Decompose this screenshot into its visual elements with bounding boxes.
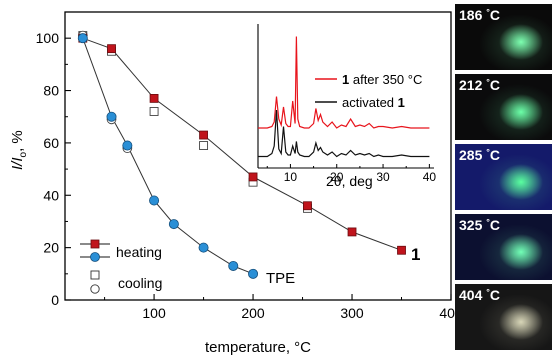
- photo-temperature-label: 212 °C: [459, 77, 500, 93]
- inset-x-axis-label: 2θ, deg: [326, 173, 373, 189]
- inset-axis-ticks: 10 20 30 40: [266, 164, 437, 184]
- photo-temperature-value: 325: [459, 217, 487, 233]
- legend-label-heating: heating: [116, 244, 162, 260]
- y-tick-label: 60: [43, 135, 59, 151]
- x-tick-label: 200: [241, 305, 265, 321]
- photo-temperature-value: 212: [459, 77, 487, 93]
- inset-x-tick-label: 30: [376, 170, 390, 184]
- inset-x-tick-label: 10: [284, 170, 298, 184]
- data-point-heating-1: [248, 172, 258, 182]
- series-label-tpe: TPE: [266, 270, 295, 287]
- photo-unit: C: [489, 7, 500, 23]
- y-label-subscript: o: [18, 151, 29, 157]
- photo-unit: C: [489, 147, 500, 163]
- inset-legend: 1 after 350 °C activated 1: [315, 72, 422, 110]
- legend-marker-heating-square: [90, 239, 100, 249]
- photo-temperature-value: 285: [459, 147, 487, 163]
- photo-unit: C: [489, 287, 500, 303]
- photo-panel: 186 °C: [455, 4, 552, 70]
- inset-series-1: [258, 109, 430, 158]
- data-point-heating-1: [303, 201, 312, 211]
- data-point-heating-tpe: [106, 111, 117, 122]
- x-axis-label: temperature, °C: [205, 339, 311, 356]
- legend-marker-heating-circle: [90, 252, 100, 262]
- inset-legend-compound-1b: 1: [398, 95, 405, 110]
- inset-legend-after350-text: after 350 °C: [349, 72, 422, 87]
- data-point-cooling-1: [149, 107, 159, 116]
- photo-temperature-value: 404: [459, 287, 487, 303]
- photo-degree-symbol: °: [486, 77, 490, 87]
- y-tick-label: 0: [51, 292, 59, 308]
- inset-x-tick-label: 20: [330, 170, 344, 184]
- x-tick-label: 100: [142, 305, 166, 321]
- y-label-intensity: I/: [9, 160, 26, 170]
- series-line-0: [82, 37, 402, 251]
- inset-x-tick-label: 40: [423, 170, 437, 184]
- x-tick-label: 300: [340, 305, 364, 321]
- photo-degree-symbol: °: [486, 287, 490, 297]
- series-label-compound: 1: [411, 245, 420, 264]
- main-series-points: [77, 30, 406, 279]
- photo-degree-symbol: °: [486, 147, 490, 157]
- photo-temperature-label: 186 °C: [459, 7, 500, 23]
- data-point-heating-tpe: [198, 242, 209, 253]
- main-plot-frame: [64, 11, 452, 301]
- inset-series-0: [258, 36, 430, 129]
- inset-legend-label-after350: 1 after 350 °C: [342, 72, 422, 87]
- photo-panel: 212 °C: [455, 74, 552, 140]
- inset-series-lines: [258, 36, 430, 158]
- photo-panel: 325 °C: [455, 214, 552, 280]
- photo-unit: C: [489, 77, 500, 93]
- photo-panel: 285 °C: [455, 144, 552, 210]
- photo-strip: 186 °C 212 °C 285 °C 325 °C 404 °C: [455, 4, 552, 353]
- inset-background: [258, 24, 434, 168]
- data-point-heating-tpe: [168, 219, 179, 230]
- data-point-heating-tpe: [77, 33, 88, 44]
- y-tick-label: 80: [43, 83, 59, 99]
- data-point-cooling-1: [199, 141, 209, 150]
- inset-legend-activated-text: activated: [342, 95, 398, 110]
- data-point-heating-1: [107, 44, 116, 54]
- data-point-heating-1: [199, 130, 208, 140]
- data-point-heating-tpe: [149, 195, 160, 206]
- photo-temperature-label: 404 °C: [459, 287, 500, 303]
- y-label-intensity0: I: [9, 157, 26, 161]
- photo-panel: 404 °C: [455, 284, 552, 350]
- inset-plot: 10 20 30 40 2θ, deg 1 after 350 °C activate…: [257, 24, 437, 189]
- photo-unit: C: [489, 217, 500, 233]
- data-point-heating-1: [149, 94, 159, 103]
- y-axis-label: I/Io, %: [9, 130, 29, 170]
- inset-legend-compound-1: 1: [342, 72, 349, 87]
- y-tick-label: 40: [43, 187, 59, 203]
- data-point-heating-tpe: [122, 140, 133, 151]
- y-tick-label: 100: [36, 30, 60, 46]
- legend-label-cooling: cooling: [118, 275, 162, 291]
- photo-temperature-label: 325 °C: [459, 217, 500, 233]
- y-tick-label: 20: [43, 240, 59, 256]
- legend-marker-cooling-square: [90, 270, 100, 280]
- data-point-heating-1: [397, 245, 406, 255]
- photo-temperature-value: 186: [459, 7, 487, 23]
- data-point-heating-tpe: [248, 268, 259, 279]
- photo-degree-symbol: °: [486, 7, 490, 17]
- y-label-unit: , %: [9, 130, 26, 152]
- photo-temperature-label: 285 °C: [459, 147, 500, 163]
- legend-marker-cooling-circle: [90, 284, 100, 294]
- series-line-2: [82, 38, 254, 275]
- photo-degree-symbol: °: [486, 217, 490, 227]
- data-point-heating-1: [347, 227, 357, 237]
- legend: heating cooling: [80, 239, 162, 294]
- data-point-heating-tpe: [228, 260, 239, 271]
- inset-legend-label-activated: activated 1: [342, 95, 405, 110]
